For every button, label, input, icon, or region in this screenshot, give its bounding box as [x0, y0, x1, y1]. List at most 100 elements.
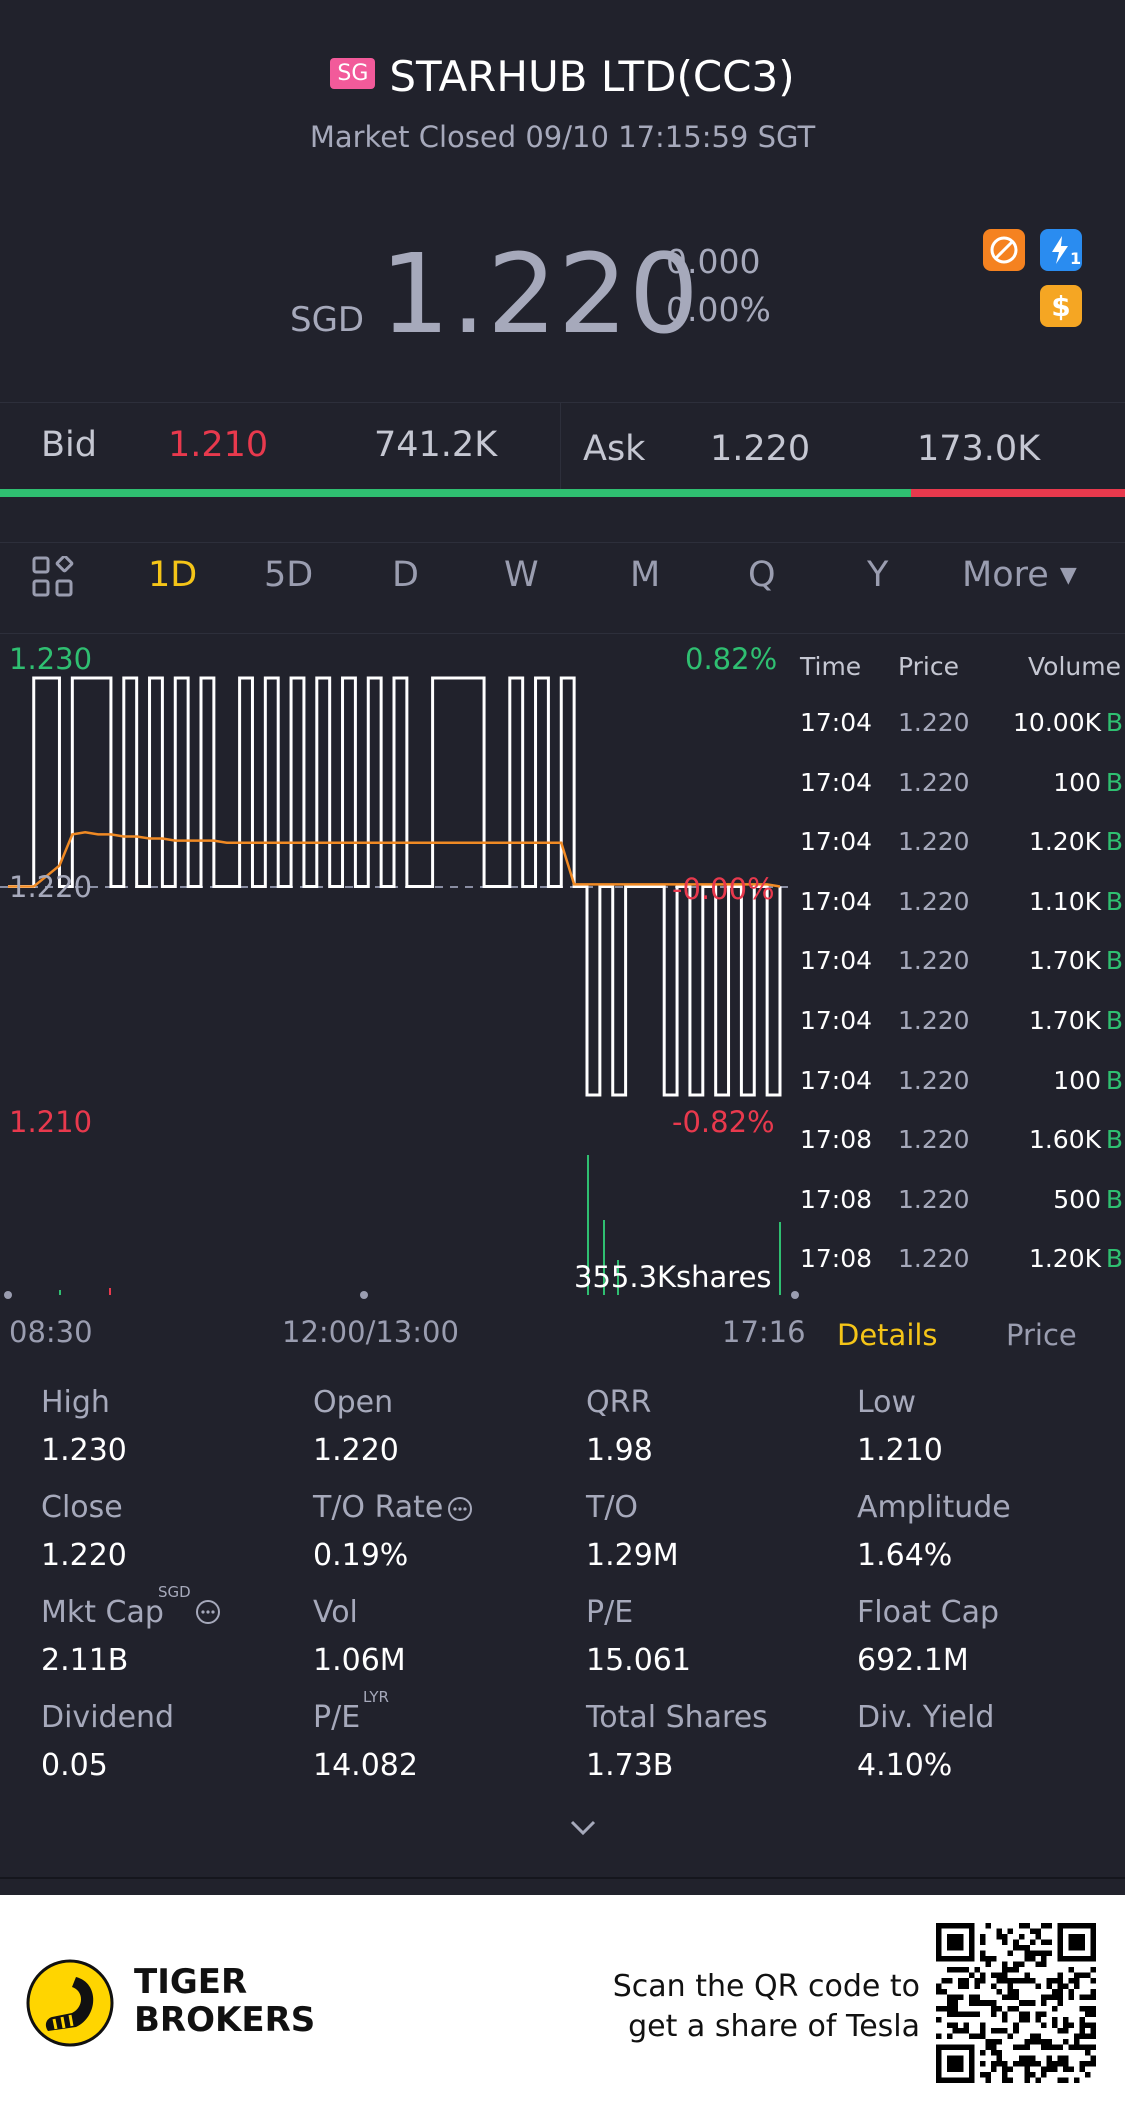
tab-1d[interactable]: 1D: [148, 555, 198, 595]
stat-value: 4.10%: [857, 1748, 953, 1783]
tab-m[interactable]: M: [630, 555, 661, 595]
stat-cell: Mkt Cap SGD 2.11B: [41, 1583, 301, 1690]
x-axis-dot: [791, 1291, 799, 1299]
ts-price: 1.220: [898, 1244, 970, 1274]
stat-sup: SGD: [158, 1583, 191, 1601]
stat-value: 1.220: [41, 1538, 127, 1573]
ts-row: 17:04 1.220 100 B: [798, 768, 1123, 804]
stat-value: 1.29M: [586, 1538, 679, 1573]
y-tick-mid: 1.220: [9, 870, 93, 904]
ask-price: 1.220: [710, 429, 811, 469]
last-price: 1.220: [380, 230, 700, 358]
ts-time: 17:08: [800, 1125, 873, 1155]
tab-w[interactable]: W: [504, 555, 539, 595]
market-badge: SG: [330, 58, 376, 89]
average-price-line: [8, 831, 781, 888]
tab-d[interactable]: D: [392, 555, 419, 595]
ts-price: 1.220: [898, 1125, 970, 1155]
grid-layout-icon[interactable]: [32, 554, 74, 602]
stat-label: P/E: [586, 1595, 634, 1630]
stat-label: Div. Yield: [857, 1700, 995, 1735]
stat-value: 1.64%: [857, 1538, 953, 1573]
stat-cell: Close 1.220: [41, 1490, 301, 1585]
stat-cell: P/E 15.061: [586, 1595, 846, 1690]
ask-size: 173.0K: [917, 429, 1041, 469]
stat-label: Vol: [313, 1595, 358, 1630]
stat-value: 1.220: [313, 1433, 399, 1468]
qr-code-icon[interactable]: [936, 1923, 1096, 2083]
ts-time: 17:08: [800, 1244, 873, 1274]
ts-time: 17:04: [800, 1065, 873, 1095]
stat-cell: Vol 1.06M: [313, 1595, 573, 1690]
stat-value: 0.05: [41, 1748, 108, 1783]
ts-time: 17:08: [800, 1184, 873, 1214]
stat-sup: LYR: [363, 1688, 389, 1706]
info-icon[interactable]: [447, 1496, 473, 1526]
more-label: More: [962, 555, 1049, 595]
stat-cell: Dividend 0.05: [41, 1700, 301, 1795]
ts-header-price: Price: [898, 652, 959, 681]
ts-row: 17:04 1.220 100 B: [798, 1066, 1123, 1102]
tiger-logo-icon: [26, 1959, 114, 2051]
x-axis-dot: [4, 1291, 12, 1299]
promo-line-2: get a share of Tesla: [628, 2009, 920, 2044]
ts-side: B: [1105, 1125, 1123, 1155]
stat-cell: QRR 1.98: [586, 1385, 846, 1480]
section-divider: [0, 1877, 1125, 1879]
tab-more[interactable]: More ▼: [962, 555, 1077, 595]
tab-q[interactable]: Q: [748, 555, 776, 595]
stat-value: 2.11B: [41, 1643, 129, 1678]
stock-name: STARHUB LTD(CC3): [389, 52, 795, 101]
price-change: 0.000: [666, 242, 761, 281]
expand-chevron-icon[interactable]: [568, 1818, 598, 1842]
ts-side: B: [1105, 708, 1123, 737]
tab-5d[interactable]: 5D: [264, 555, 314, 595]
stat-label: P/E: [313, 1700, 361, 1735]
ts-side: B: [1105, 946, 1123, 976]
stat-cell: T/O Rate 0.19%: [313, 1490, 573, 1585]
ts-side: B: [1105, 1184, 1123, 1214]
ts-row: 17:04 1.220 1.70K B: [798, 946, 1123, 982]
promo-footer: TIGER BROKERS Scan the QR code to get a …: [0, 1895, 1125, 2113]
ts-row: 17:04 1.220 10.00K B: [798, 708, 1123, 744]
stat-value: 692.1M: [857, 1643, 969, 1678]
ts-row: 17:08 1.220 500 B: [798, 1185, 1123, 1221]
stat-label: Mkt Cap: [41, 1595, 164, 1630]
bid-ask-panel: Bid 1.210 741.2K Ask 1.220 173.0K: [0, 402, 1125, 491]
tab-y[interactable]: Y: [867, 555, 889, 595]
ts-header-volume: Volume: [1028, 652, 1121, 681]
ts-row: 17:08 1.220 1.60K B: [798, 1125, 1123, 1161]
stat-cell: Open 1.220: [313, 1385, 573, 1480]
dollar-icon[interactable]: $: [1040, 285, 1082, 327]
ts-side: B: [1105, 827, 1123, 857]
tab-price[interactable]: Price: [1006, 1318, 1077, 1352]
ts-price: 1.220: [898, 1184, 970, 1214]
lightning-sub: 1: [1070, 249, 1082, 268]
stat-cell: Amplitude 1.64%: [857, 1490, 1117, 1585]
promo-line-1: Scan the QR code to: [612, 1969, 920, 2004]
ts-volume: 100: [1053, 1065, 1101, 1095]
x-tick-mid: 12:00/13:00: [282, 1315, 459, 1349]
pct-tick-mid: -0.00%: [672, 872, 775, 906]
stat-cell: Div. Yield 4.10%: [857, 1700, 1117, 1795]
ts-price: 1.220: [898, 1006, 970, 1035]
intraday-chart[interactable]: [0, 640, 800, 1300]
stat-value: 1.73B: [586, 1748, 674, 1783]
ts-volume: 1.10K: [1028, 886, 1101, 916]
stat-label: Float Cap: [857, 1595, 1000, 1630]
no-short-icon[interactable]: [983, 229, 1025, 271]
ts-time: 17:04: [800, 767, 873, 797]
tab-details[interactable]: Details: [837, 1318, 938, 1352]
ts-side: B: [1105, 1244, 1123, 1274]
brand-line-1: TIGER: [134, 1962, 248, 2002]
info-icon[interactable]: [195, 1599, 221, 1629]
stat-label: QRR: [586, 1385, 652, 1420]
ts-volume: 10.00K: [1013, 708, 1101, 737]
lightning-icon[interactable]: 1: [1040, 229, 1082, 271]
ts-side: B: [1105, 886, 1123, 916]
ts-volume: 500: [1053, 1184, 1101, 1214]
stat-value: 1.210: [857, 1433, 943, 1468]
price-series-line: [8, 676, 782, 1097]
volume-bars: [59, 1155, 781, 1295]
ts-time: 17:04: [800, 886, 873, 916]
